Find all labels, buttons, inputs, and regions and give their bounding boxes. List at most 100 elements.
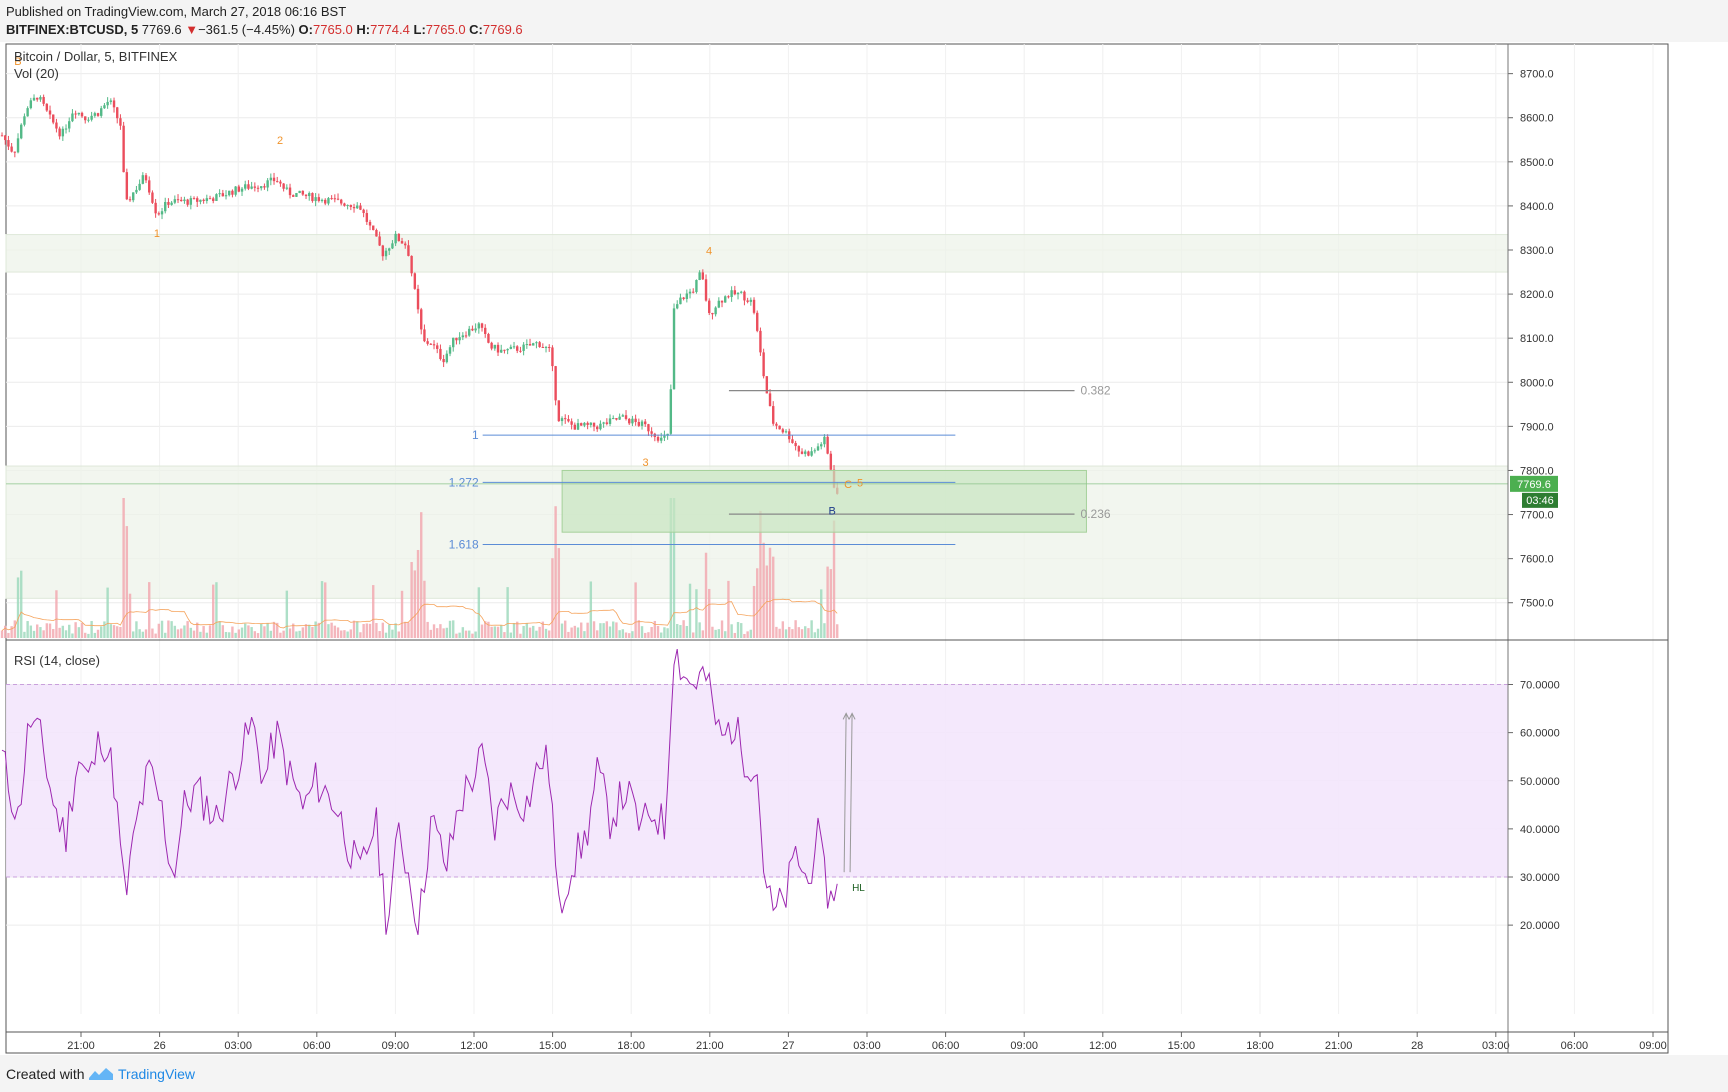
volume-bar <box>631 631 634 638</box>
candle-body <box>221 193 225 197</box>
volume-bar <box>599 623 602 638</box>
time-tick-label: 15:00 <box>539 1040 567 1052</box>
volume-bar <box>244 623 247 638</box>
volume-bar <box>71 633 74 638</box>
price-tick-label: 8500.0 <box>1520 157 1554 169</box>
volume-bar <box>407 622 410 638</box>
candle-body <box>720 300 724 303</box>
volume-bar <box>263 626 266 638</box>
candle-body <box>615 418 618 420</box>
chart-canvas[interactable]: 1 1.272 1.618 0.382 0.236 B 1 2 3 4 B C 5 7769.6 03:46… <box>0 42 1728 1055</box>
wave-label: 3 <box>642 457 648 469</box>
candle-body <box>196 198 199 202</box>
candle-body <box>215 194 218 201</box>
candle-body <box>228 190 231 196</box>
fib-retracement-label: 0.382 <box>1081 384 1111 398</box>
candle-body <box>554 366 557 401</box>
volume-bar <box>679 625 682 638</box>
candle-body <box>397 233 401 242</box>
open-label: O: <box>298 22 313 37</box>
candle-body <box>816 446 820 451</box>
time-tick-label: 03:00 <box>224 1040 252 1052</box>
candle-body <box>682 297 685 299</box>
wave-label: B <box>14 56 21 68</box>
volume-bar <box>317 622 321 638</box>
volume-bar <box>48 623 52 638</box>
candle-body <box>503 349 506 351</box>
symbol-label: BITFINEX:BTCUSD, 5 <box>6 22 139 37</box>
volume-bar <box>192 630 196 638</box>
volume-bar <box>154 633 157 638</box>
candle-body <box>20 124 23 139</box>
candle-body <box>704 279 708 301</box>
volume-bar <box>16 577 20 638</box>
volume-bar <box>32 630 36 638</box>
candle-body <box>269 177 273 181</box>
candle-body <box>436 345 439 349</box>
volume-bar <box>592 621 596 638</box>
time-tick-label: 26 <box>153 1040 165 1052</box>
volume-bar <box>752 585 756 638</box>
volume-bar <box>516 621 519 638</box>
candle-body <box>96 113 100 116</box>
volume-bar <box>116 626 119 638</box>
candle-body <box>717 300 721 308</box>
volume-bar <box>144 629 148 638</box>
volume-bar <box>96 629 100 638</box>
volume-bar <box>173 625 177 638</box>
candle-body <box>669 389 673 434</box>
volume-bar <box>698 622 701 638</box>
price-tick-label: 7500.0 <box>1520 598 1554 610</box>
candle-body <box>548 346 551 348</box>
volume-bar <box>269 630 273 638</box>
volume-bar <box>791 629 794 638</box>
volume-bar <box>644 632 647 638</box>
candle-body <box>154 202 157 214</box>
volume-bar <box>442 628 445 638</box>
candle-body <box>314 197 317 202</box>
volume-bar <box>279 632 282 638</box>
volume-bar <box>509 632 513 638</box>
candle-body <box>378 236 381 246</box>
tradingview-link[interactable]: TradingView <box>118 1066 196 1082</box>
volume-bar <box>301 627 305 638</box>
volume-bar <box>343 630 346 638</box>
candle-body <box>660 437 663 441</box>
volume-bar <box>346 631 349 638</box>
rsi-annotation: HL <box>852 883 865 894</box>
candle-body <box>189 198 193 205</box>
volume-bar <box>647 632 650 638</box>
candle-body <box>756 312 759 331</box>
candle-body <box>231 190 234 195</box>
candle-body <box>346 204 349 206</box>
candle-body <box>471 328 474 331</box>
candle-body <box>679 297 682 305</box>
volume-bar <box>570 627 573 638</box>
candle-body <box>13 151 17 153</box>
volume-bar <box>282 630 285 638</box>
volume-bar <box>762 542 765 638</box>
volume-bar <box>784 629 788 638</box>
volume-bar <box>538 626 541 638</box>
price-tick-label: 7900.0 <box>1520 421 1554 433</box>
candle-body <box>202 199 205 201</box>
volume-bar <box>55 590 58 638</box>
candle-body <box>74 113 77 115</box>
candle-body <box>749 299 753 302</box>
candle-body <box>23 116 26 125</box>
volume-bar <box>362 624 365 638</box>
time-tick-label: 18:00 <box>1246 1040 1274 1052</box>
volume-bar <box>288 628 292 638</box>
volume-bar <box>576 627 580 638</box>
fib-extension-label: 1 <box>472 428 479 442</box>
volume-bar <box>256 633 260 638</box>
wave-label: 2 <box>277 135 283 147</box>
volume-bar <box>176 629 180 638</box>
candle-body <box>740 291 743 293</box>
time-tick-label: 09:00 <box>1639 1040 1667 1052</box>
volume-bar <box>544 628 548 638</box>
candle-body <box>746 300 749 302</box>
volume-bar <box>112 625 116 638</box>
wave-label: C <box>844 479 852 491</box>
candle-body <box>36 97 39 100</box>
